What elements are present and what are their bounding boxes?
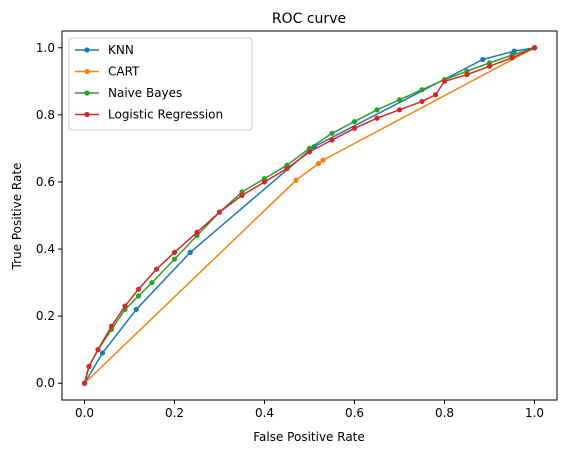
- y-tick-label: 0.4: [36, 242, 55, 256]
- legend-item-knn: KNN: [75, 43, 134, 57]
- data-point: [315, 160, 322, 167]
- data-point: [396, 97, 403, 103]
- data-point: [194, 229, 200, 235]
- data-point: [239, 192, 245, 198]
- x-tick-label: 0.0: [75, 406, 94, 420]
- legend-item-naive-bayes: Naive Bayes: [75, 86, 182, 100]
- chart-title: ROC curve: [272, 11, 346, 27]
- data-point: [216, 209, 223, 215]
- y-tick-label: 0.2: [36, 309, 55, 323]
- data-point: [135, 293, 142, 299]
- y-axis-label: True Positive Rate: [10, 163, 24, 271]
- data-point: [261, 179, 268, 185]
- data-point: [284, 165, 290, 172]
- data-point: [432, 92, 439, 98]
- series-logistic-regression: [81, 45, 538, 386]
- legend-swatch-marker: [84, 90, 90, 96]
- legend: KNN CART Naive Bayes Logistic Regression: [68, 37, 253, 131]
- data-point: [320, 157, 326, 163]
- legend-swatch-marker: [84, 68, 90, 75]
- data-point: [95, 347, 101, 353]
- data-point: [486, 63, 493, 69]
- data-point: [135, 286, 142, 292]
- data-point: [149, 279, 155, 286]
- data-point: [153, 266, 160, 272]
- data-point: [509, 55, 515, 61]
- data-point: [133, 306, 139, 313]
- x-tick-label: 0.4: [255, 406, 274, 420]
- data-point: [396, 107, 403, 113]
- data-point: [171, 249, 178, 255]
- y-tick-label: 0.8: [36, 108, 55, 122]
- data-point: [329, 130, 335, 136]
- legend-item-logistic-regression: Logistic Regression: [75, 108, 223, 122]
- legend-label: CART: [108, 65, 140, 79]
- data-point: [81, 380, 88, 386]
- y-tick-label: 0.0: [36, 376, 55, 390]
- data-point: [122, 303, 128, 309]
- legend-swatch-marker: [84, 47, 90, 53]
- plot-frame: [61, 30, 558, 401]
- data-point: [419, 87, 425, 93]
- data-point: [480, 56, 486, 63]
- data-point: [86, 363, 92, 370]
- data-point: [441, 78, 448, 84]
- x-tick-label: 1.0: [525, 406, 544, 420]
- x-tick-label: 0.2: [165, 406, 184, 420]
- data-point: [464, 72, 470, 78]
- series-line-knn: [83, 47, 535, 384]
- data-point: [374, 115, 380, 121]
- legend-box: [68, 37, 253, 131]
- data-point: [171, 256, 178, 262]
- data-point: [329, 137, 335, 143]
- data-point: [187, 249, 193, 255]
- series-line-naive-bayes: [83, 47, 535, 384]
- legend-swatch-marker: [84, 111, 90, 118]
- legend-item-cart: CART: [75, 65, 140, 79]
- legend-label: Logistic Regression: [108, 108, 223, 122]
- legend-label: KNN: [108, 43, 134, 57]
- y-tick-label: 1.0: [36, 41, 55, 55]
- data-point: [531, 45, 538, 51]
- data-point: [306, 149, 313, 155]
- series-layer: [81, 45, 538, 386]
- x-tick-label: 0.8: [435, 406, 454, 420]
- x-tick-label: 0.6: [345, 406, 364, 420]
- data-point: [511, 48, 517, 54]
- data-point: [99, 350, 106, 356]
- x-axis-label: False Positive Rate: [253, 430, 365, 444]
- data-point: [351, 118, 358, 125]
- data-point: [351, 125, 358, 131]
- data-point: [419, 98, 425, 105]
- ticks-layer: 0.0 0.2 0.4 0.6 0.8 1.0 0.0 0.2 0.4 0.6 0.8 1.0: [36, 41, 544, 420]
- data-point: [293, 177, 299, 183]
- legend-label: Naive Bayes: [108, 86, 182, 100]
- y-tick-label: 0.6: [36, 175, 55, 189]
- data-point: [108, 323, 115, 329]
- data-point: [374, 107, 380, 113]
